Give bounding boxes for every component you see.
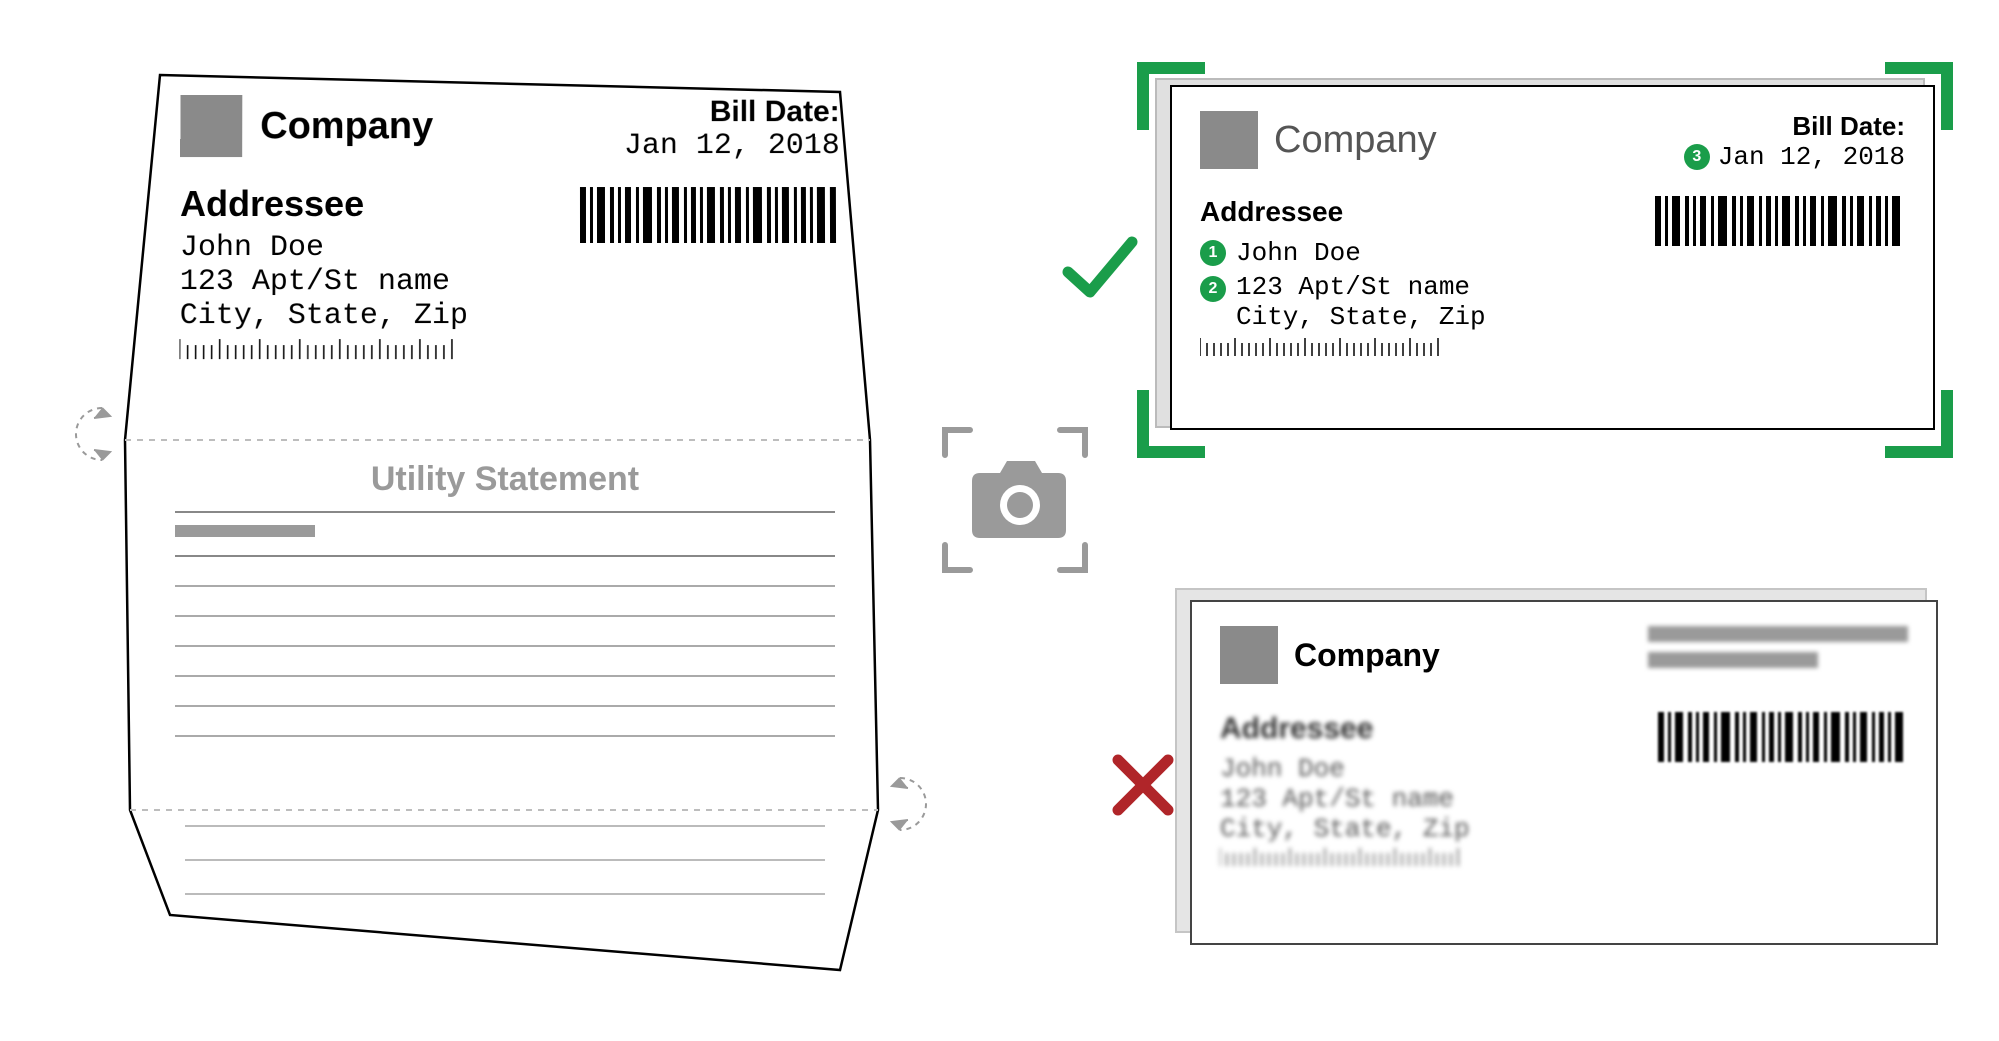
addressee-city: City, State, Zip bbox=[1220, 814, 1470, 844]
company-logo-placeholder bbox=[180, 95, 242, 157]
company-logo-placeholder bbox=[1200, 111, 1258, 169]
bill-date-value: Jan 12, 2018 bbox=[624, 129, 840, 163]
addressee-name: John Doe bbox=[1220, 754, 1470, 784]
redacted-bar bbox=[1648, 626, 1908, 642]
barcode-icon bbox=[1658, 712, 1908, 762]
addressee-street: 123 Apt/St name bbox=[1236, 272, 1486, 302]
camera-capture-icon bbox=[930, 415, 1100, 585]
statement-title: Utility Statement bbox=[175, 460, 835, 499]
addressee-label: Addressee bbox=[180, 183, 468, 225]
marker-badge-address: 2 bbox=[1200, 276, 1226, 302]
bill-date-value: Jan 12, 2018 bbox=[1718, 142, 1905, 172]
ruler-ticks-icon bbox=[1220, 848, 1470, 870]
bill-middle-panel: Utility Statement bbox=[175, 460, 835, 765]
company-label: Company bbox=[260, 105, 433, 148]
addressee-label: Addressee bbox=[1200, 196, 1486, 228]
barcode-icon bbox=[580, 187, 840, 243]
addressee-city: City, State, Zip bbox=[180, 299, 468, 333]
bill-date-label: Bill Date: bbox=[1684, 111, 1905, 142]
ruler-ticks-icon bbox=[1200, 338, 1450, 360]
bill-top-panel: Company Bill Date: Jan 12, 2018 Addresse… bbox=[180, 95, 841, 363]
addressee-label: Addressee bbox=[1220, 712, 1470, 746]
ruler-ticks-icon bbox=[180, 339, 460, 363]
company-label: Company bbox=[1274, 119, 1437, 162]
redacted-bar bbox=[1648, 652, 1818, 668]
company-label: Company bbox=[1294, 637, 1440, 674]
company-logo-placeholder bbox=[1220, 626, 1278, 684]
addressee-name: John Doe bbox=[1236, 238, 1361, 268]
marker-badge-date: 3 bbox=[1684, 144, 1710, 170]
good-crop-card: Company Bill Date: 3 Jan 12, 2018 Addres… bbox=[1170, 85, 1935, 430]
addressee-city: City, State, Zip bbox=[1236, 302, 1486, 332]
addressee-street: 123 Apt/St name bbox=[1220, 784, 1470, 814]
bill-bottom-panel bbox=[185, 825, 825, 895]
marker-badge-name: 1 bbox=[1200, 240, 1226, 266]
cross-icon bbox=[1108, 750, 1178, 820]
addressee-street: 123 Apt/St name bbox=[180, 265, 468, 299]
bill-date-label: Bill Date: bbox=[624, 95, 840, 129]
barcode-icon bbox=[1655, 196, 1905, 246]
bad-crop-card: Company Addressee John Doe 123 Apt/St na… bbox=[1190, 600, 1938, 945]
addressee-name: John Doe bbox=[180, 231, 468, 265]
checkmark-icon bbox=[1060, 230, 1140, 310]
